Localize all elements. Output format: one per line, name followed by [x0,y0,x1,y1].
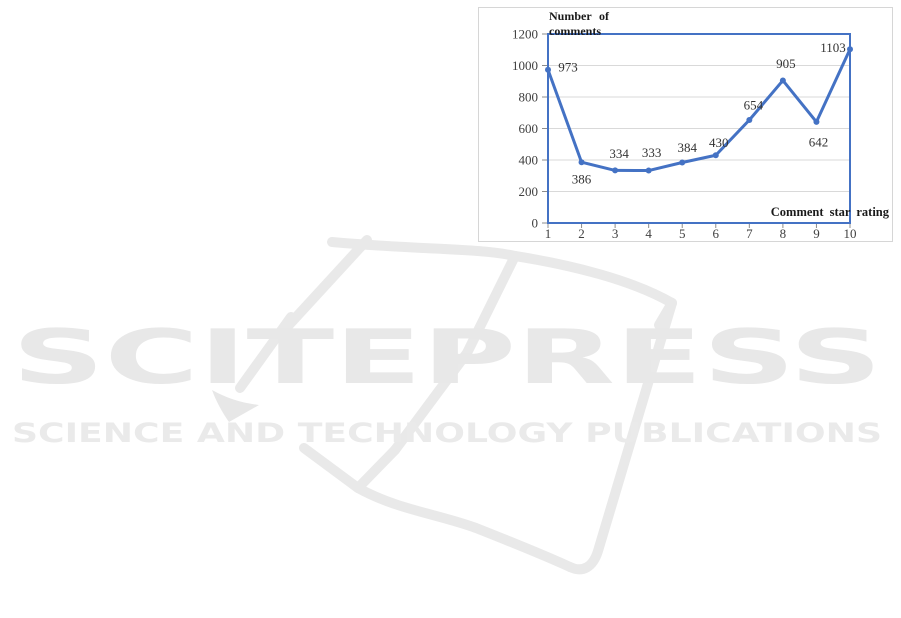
data-label: 642 [809,134,829,149]
x-tick-label: 10 [844,226,857,241]
y-tick-label: 200 [519,184,539,199]
series-line [546,47,852,173]
chart-figure: 0 200 400 600 800 1000 1200 1 2 3 4 5 6 7 8 9 10 973 386 33… [478,7,893,242]
book-page-notch [299,443,400,493]
data-point-marker [847,46,853,53]
y-axis-title: Number of comments [549,9,609,38]
data-point-marker [679,159,686,166]
y-tick-label: 600 [519,121,539,136]
data-point-marker [578,159,585,166]
data-point-marker [813,118,820,125]
y-tick-label: 1200 [512,27,538,42]
data-label: 384 [677,140,697,155]
line-chart: 0 200 400 600 800 1000 1200 1 2 3 4 5 6 7 8 9 10 973 386 33… [512,27,857,242]
open-book-graphic [235,235,677,575]
scitepress-tagline: SCIENCE AND TECHNOLOGY PUBLICATIONS [12,418,882,449]
data-label: 973 [558,59,578,74]
data-label: 905 [776,56,796,71]
data-point-marker [612,167,619,174]
data-point-marker [545,66,551,73]
data-label: 654 [744,97,764,112]
scitepress-wordmark: SCITEPRESS [12,313,882,401]
y-tick-label: 800 [519,90,539,105]
data-label: 1103 [820,40,846,55]
x-tick-label: 9 [813,226,820,241]
book-spine [390,251,520,455]
book-bottom-swoosh [353,483,575,572]
y-tick-label: 400 [519,153,539,168]
x-tick-label: 6 [713,226,720,241]
data-label: 334 [609,146,629,161]
data-point-marker [746,116,753,123]
data-point-marker [645,167,652,174]
data-label: 386 [572,172,592,187]
x-axis-title: Comment star rating [770,205,889,219]
y-tick-label: 1000 [512,58,538,73]
book-edge [283,235,372,331]
x-tick-label: 5 [679,226,686,241]
x-tick-label: 3 [612,226,619,241]
data-label: 430 [709,135,729,150]
x-tick-label: 7 [746,226,753,241]
x-tick-label: 8 [780,226,787,241]
plot-border [547,33,851,224]
x-tick-label: 1 [545,226,552,241]
x-tick-label: 4 [645,226,652,241]
y-tick-label: 0 [532,216,539,231]
book-ribbon [235,312,296,393]
data-point-marker [779,77,786,84]
data-label: 333 [642,145,662,160]
book-page-tip [212,390,259,422]
x-tick-label: 2 [578,226,585,241]
data-point-marker [712,152,719,159]
